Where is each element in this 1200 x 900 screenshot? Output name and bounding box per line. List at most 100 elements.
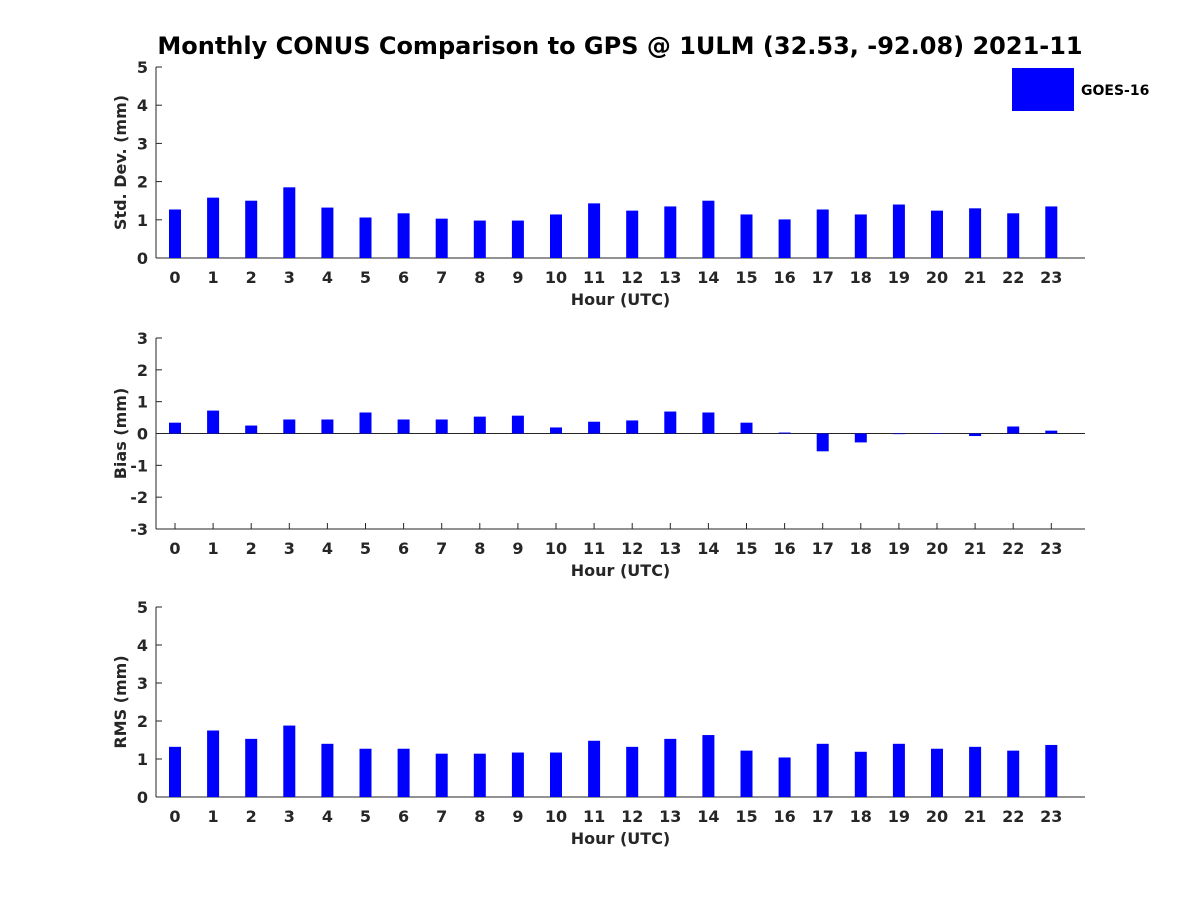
bar [740, 214, 753, 258]
x-tick-label: 5 [360, 539, 371, 558]
bar [321, 419, 334, 434]
bar [969, 208, 982, 258]
x-tick-label: 9 [512, 268, 523, 287]
y-tick-label: 4 [137, 636, 148, 655]
bar [702, 200, 715, 258]
x-tick-label: 23 [1040, 807, 1062, 826]
y-axis-label: Bias (mm) [111, 388, 130, 480]
y-tick-label: 3 [137, 674, 148, 693]
y-tick-label: -1 [130, 456, 148, 475]
y-tick-label: 5 [137, 598, 148, 617]
bar [892, 433, 905, 435]
bar [664, 411, 677, 434]
legend-swatch [1012, 68, 1074, 111]
bar [816, 743, 829, 797]
bar [1045, 744, 1058, 797]
x-tick-label: 12 [621, 807, 643, 826]
y-tick-label: 4 [137, 96, 148, 115]
y-tick-label: -3 [130, 520, 148, 539]
x-tick-label: 2 [246, 807, 257, 826]
x-tick-label: 1 [208, 539, 219, 558]
x-tick-label: 14 [697, 807, 719, 826]
bar [1045, 430, 1058, 434]
bar [969, 433, 982, 437]
bar [550, 214, 562, 258]
bar [626, 210, 639, 258]
x-tick-label: 21 [964, 807, 986, 826]
bar [473, 416, 486, 434]
x-tick-label: 3 [284, 268, 295, 287]
x-tick-label: 6 [398, 268, 409, 287]
bar [245, 200, 258, 258]
x-tick-label: 16 [773, 268, 795, 287]
x-tick-label: 8 [474, 539, 485, 558]
y-tick-label: 0 [137, 425, 148, 444]
x-tick-label: 13 [659, 807, 681, 826]
bar [169, 209, 181, 258]
x-tick-label: 13 [659, 268, 681, 287]
bar [931, 748, 943, 797]
bar [931, 433, 943, 434]
x-tick-label: 15 [735, 807, 757, 826]
x-tick-label: 13 [659, 539, 681, 558]
x-tick-label: 20 [926, 268, 948, 287]
x-tick-label: 3 [284, 539, 295, 558]
y-tick-label: 2 [137, 361, 148, 380]
x-tick-label: 5 [360, 268, 371, 287]
bar [588, 740, 601, 797]
x-tick-label: 12 [621, 268, 643, 287]
bar [473, 220, 486, 258]
bar [626, 420, 639, 434]
bar [702, 735, 715, 797]
x-tick-label: 4 [322, 807, 333, 826]
legend: GOES-16 [1012, 68, 1149, 111]
y-tick-label: 1 [137, 393, 148, 412]
bar [321, 207, 334, 258]
x-tick-label: 21 [964, 268, 986, 287]
x-tick-label: 19 [888, 268, 910, 287]
x-tick-label: 10 [545, 268, 567, 287]
bar [626, 746, 639, 797]
x-tick-label: 5 [360, 807, 371, 826]
y-tick-label: 0 [137, 788, 148, 807]
x-tick-label: 11 [583, 807, 605, 826]
bar [854, 214, 867, 258]
bar [397, 213, 410, 258]
x-tick-label: 7 [436, 539, 447, 558]
x-tick-label: 16 [773, 539, 795, 558]
y-tick-label: 5 [137, 58, 148, 77]
bar [207, 730, 220, 797]
y-tick-label: 2 [137, 173, 148, 192]
bar [1007, 213, 1020, 258]
bar [245, 425, 258, 434]
bar [1045, 206, 1058, 258]
x-tick-label: 0 [169, 539, 180, 558]
bar [740, 750, 753, 797]
x-tick-label: 3 [284, 807, 295, 826]
x-tick-label: 20 [926, 539, 948, 558]
x-tick-label: 7 [436, 268, 447, 287]
x-axis-label: Hour (UTC) [571, 829, 671, 848]
y-axis-label: Std. Dev. (mm) [111, 95, 130, 230]
x-tick-label: 10 [545, 807, 567, 826]
bar [550, 752, 562, 797]
bar [169, 422, 181, 434]
x-tick-label: 16 [773, 807, 795, 826]
x-tick-label: 2 [246, 539, 257, 558]
x-tick-label: 18 [850, 539, 872, 558]
bar [854, 433, 867, 443]
x-tick-label: 15 [735, 539, 757, 558]
y-tick-label: 1 [137, 211, 148, 230]
x-tick-label: 4 [322, 268, 333, 287]
y-tick-label: 1 [137, 750, 148, 769]
bar [1007, 750, 1020, 797]
bar [245, 738, 258, 797]
bar [283, 725, 296, 797]
x-tick-label: 12 [621, 539, 643, 558]
x-tick-label: 14 [697, 268, 719, 287]
bar [702, 412, 715, 434]
x-tick-label: 17 [812, 807, 834, 826]
bar [359, 412, 372, 434]
